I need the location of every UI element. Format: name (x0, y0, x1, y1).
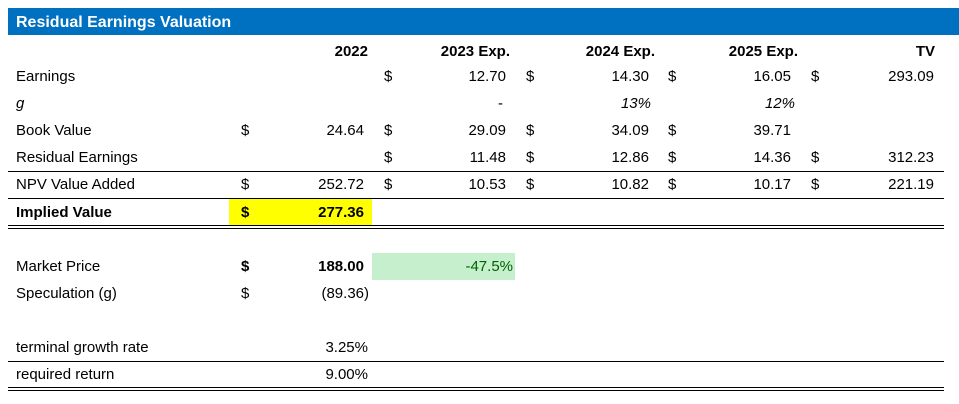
cell-value: 16.05 (753, 68, 791, 85)
double-underline (8, 390, 944, 391)
cell-currency: $ (526, 176, 535, 193)
terminal-growth-label: terminal growth rate (16, 339, 149, 356)
cell-currency: $ (526, 122, 535, 139)
cell-value: 10.82 (611, 176, 649, 193)
market-price-label: Market Price (16, 258, 101, 275)
header-2024: 2024 Exp. (585, 43, 655, 60)
cell-currency: $ (526, 149, 535, 166)
cell-value: 13% (620, 95, 651, 112)
header-tv: TV (915, 43, 935, 60)
cell-currency: $ (668, 68, 677, 85)
cell-currency: $ (526, 68, 535, 85)
cell-value: - (498, 95, 503, 112)
row-label-npv-value-added: NPV Value Added (16, 176, 135, 193)
speculation-label: Speculation (g) (16, 285, 117, 302)
divider (8, 198, 944, 199)
cell-value: 14.36 (753, 149, 791, 166)
market-price-value: 188.00 (318, 258, 364, 275)
cell-value: 10.17 (753, 176, 791, 193)
cell-value: 12.70 (468, 68, 506, 85)
cell-currency: $ (384, 176, 393, 193)
divider (8, 361, 944, 362)
cell-value: 252.72 (318, 176, 364, 193)
cell-value: 12% (764, 95, 795, 112)
required-return-label: required return (16, 366, 115, 383)
upside-highlight (372, 253, 515, 280)
cell-currency: $ (384, 68, 393, 85)
double-underline (8, 387, 944, 388)
header-2025: 2025 Exp. (728, 43, 798, 60)
required-return-value: 9.00% (325, 366, 368, 383)
cell-value: 221.19 (888, 176, 934, 193)
terminal-growth-value: 3.25% (325, 339, 368, 356)
row-label-g: g (16, 95, 25, 112)
implied-value: 277.36 (318, 204, 364, 221)
cell-currency: $ (668, 149, 677, 166)
implied-value-label: Implied Value (16, 204, 112, 221)
header-2022: 2022 (334, 43, 368, 60)
market-price-currency: $ (241, 258, 250, 275)
cell-currency: $ (241, 176, 250, 193)
header-2023: 2023 Exp. (440, 43, 510, 60)
implied-value-currency: $ (241, 204, 250, 221)
double-underline (8, 225, 944, 226)
cell-currency: $ (811, 176, 820, 193)
title-bar (8, 8, 959, 35)
upside-percent: -47.5% (465, 258, 513, 275)
cell-currency: $ (241, 122, 250, 139)
cell-currency: $ (811, 149, 820, 166)
cell-value: 24.64 (326, 122, 364, 139)
cell-currency: $ (811, 68, 820, 85)
row-label-earnings: Earnings (16, 68, 76, 85)
implied-value-highlight (229, 199, 372, 226)
cell-currency: $ (668, 176, 677, 193)
cell-value: 10.53 (468, 176, 506, 193)
divider (8, 171, 944, 172)
sheet-title: Residual Earnings Valuation (16, 14, 232, 31)
cell-value: 293.09 (888, 68, 934, 85)
cell-value: 34.09 (611, 122, 649, 139)
cell-currency: $ (384, 149, 393, 166)
row-label-residual-earnings: Residual Earnings (16, 149, 138, 166)
cell-currency: $ (668, 122, 677, 139)
row-label-book-value: Book Value (16, 122, 92, 139)
double-underline (8, 228, 944, 229)
speculation-value: (89.36) (321, 285, 369, 302)
cell-value: 12.86 (611, 149, 649, 166)
cell-value: 11.48 (469, 149, 506, 166)
cell-value: 312.23 (888, 149, 934, 166)
cell-value: 14.30 (611, 68, 649, 85)
speculation-currency: $ (241, 285, 250, 302)
cell-value: 29.09 (468, 122, 506, 139)
cell-currency: $ (384, 122, 393, 139)
cell-value: 39.71 (753, 122, 791, 139)
